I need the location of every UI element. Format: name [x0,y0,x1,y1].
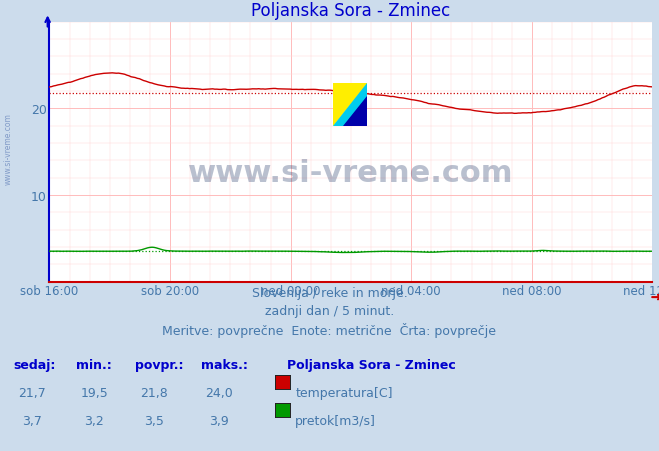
Text: zadnji dan / 5 minut.: zadnji dan / 5 minut. [265,304,394,318]
Text: Poljanska Sora - Zminec: Poljanska Sora - Zminec [287,359,455,372]
Text: 3,9: 3,9 [210,414,229,428]
Text: 3,7: 3,7 [22,414,42,428]
Text: 21,8: 21,8 [140,387,167,400]
Text: temperatura[C]: temperatura[C] [295,387,393,400]
Title: Poljanska Sora - Zminec: Poljanska Sora - Zminec [251,2,451,19]
Text: 24,0: 24,0 [206,387,233,400]
Text: Meritve: povprečne  Enote: metrične  Črta: povprečje: Meritve: povprečne Enote: metrične Črta:… [163,322,496,337]
Text: min.:: min.: [76,359,111,372]
Text: sedaj:: sedaj: [13,359,55,372]
Text: Slovenija / reke in morje.: Slovenija / reke in morje. [252,286,407,299]
Text: maks.:: maks.: [201,359,248,372]
Text: www.si-vreme.com: www.si-vreme.com [3,113,13,185]
Text: www.si-vreme.com: www.si-vreme.com [188,158,513,188]
Text: 19,5: 19,5 [80,387,108,400]
Text: pretok[m3/s]: pretok[m3/s] [295,414,376,428]
Text: 21,7: 21,7 [18,387,45,400]
Polygon shape [333,83,367,126]
Text: povpr.:: povpr.: [135,359,184,372]
Text: 3,2: 3,2 [84,414,104,428]
Polygon shape [343,97,367,126]
Polygon shape [333,83,367,126]
Text: 3,5: 3,5 [144,414,163,428]
